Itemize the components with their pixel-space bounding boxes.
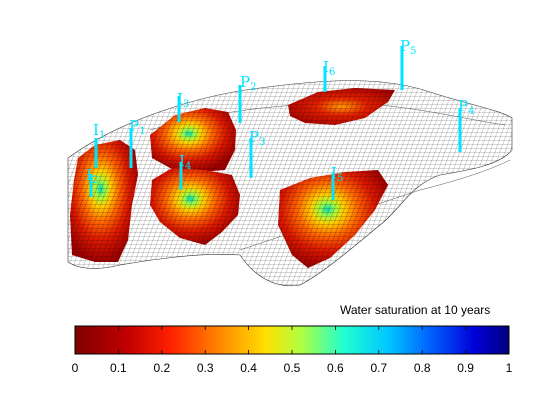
wells — [89, 46, 462, 200]
colorbar-tick-labels: 0 0.1 0.2 0.3 0.4 0.5 0.6 0.7 0.8 0.9 1 — [72, 361, 513, 375]
well-label-p5: P5 — [400, 37, 416, 57]
colorbar-tick-label: 0.6 — [327, 361, 344, 375]
well-label-p4: P4 — [458, 97, 474, 117]
well-label-p3: P3 — [249, 128, 265, 148]
well-label-i2: I2 — [86, 166, 98, 186]
colorbar-tick-label: 0.7 — [370, 361, 387, 375]
colorbar: 0 0.1 0.2 0.3 0.4 0.5 0.6 0.7 0.8 0.9 1 — [72, 325, 513, 375]
well-labels: I1 I2 I3 I4 I5 I6 P1 P2 P3 P4 P5 — [86, 37, 474, 186]
colorbar-tick-label: 0.5 — [284, 361, 301, 375]
colorbar-tick-label: 0.4 — [240, 361, 257, 375]
colorbar-tick-label: 0.2 — [153, 361, 170, 375]
well-label-i4: I4 — [179, 152, 191, 172]
colorbar-tick-label: 0.3 — [197, 361, 214, 375]
colorbar-tick-label: 1 — [506, 361, 513, 375]
colorbar-tick-label: 0 — [72, 361, 79, 375]
well-label-i5: I5 — [331, 164, 343, 184]
colorbar-tick-marks — [74, 326, 510, 354]
well-label-i1: I1 — [93, 121, 105, 141]
saturation-regions — [70, 88, 395, 268]
colorbar-tick-label: 0.9 — [457, 361, 474, 375]
well-label-p1: P1 — [129, 117, 145, 137]
colorbar-tick-label: 0.1 — [110, 361, 127, 375]
well-label-i6: I6 — [323, 58, 335, 78]
well-label-p2: P2 — [240, 73, 256, 93]
well-label-i3: I3 — [177, 90, 189, 110]
colorbar-gradient — [74, 325, 510, 355]
colorbar-tick-label: 0.8 — [414, 361, 431, 375]
colorbar-title: Water saturation at 10 years — [340, 303, 491, 317]
